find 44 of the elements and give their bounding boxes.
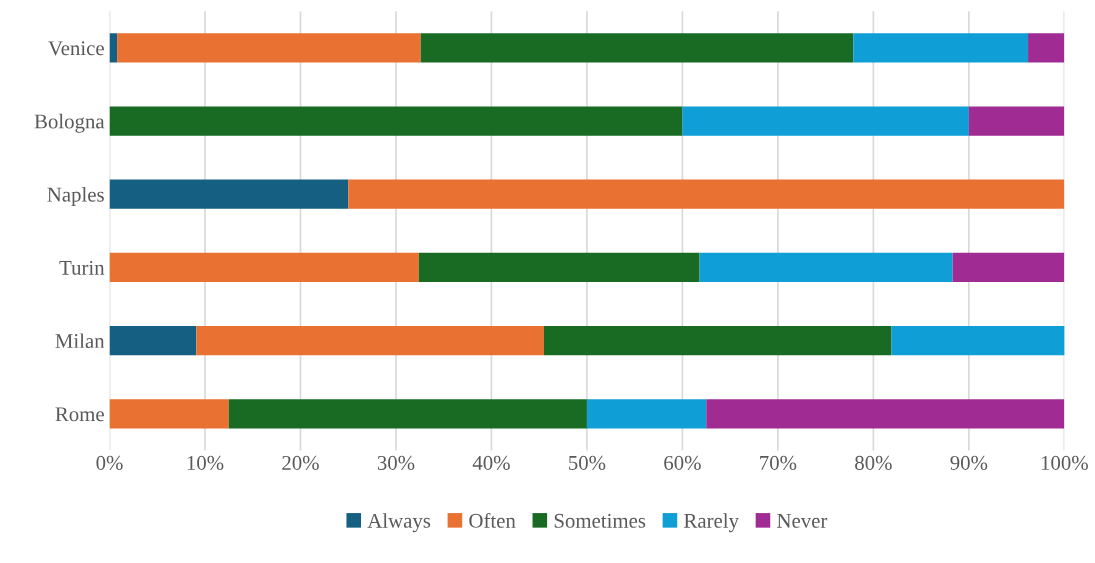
bar — [699, 252, 953, 283]
x-tick-label: 10% — [187, 455, 224, 470]
legend-label: Sometimes — [554, 513, 646, 528]
bar — [109, 325, 197, 356]
bar — [682, 106, 969, 136]
bar — [420, 33, 854, 63]
bar — [348, 179, 1065, 209]
bar — [109, 106, 683, 136]
x-tick-label: 100% — [1041, 455, 1088, 470]
bar — [109, 33, 118, 63]
x-tick-label: 80% — [855, 455, 892, 470]
bar — [196, 325, 544, 356]
x-tick-label: 30% — [377, 455, 415, 470]
bar — [1028, 33, 1065, 63]
bar — [586, 399, 707, 429]
bar — [117, 33, 421, 63]
bar — [891, 325, 1065, 356]
x-tick-label: 60% — [664, 455, 701, 470]
bar — [418, 252, 700, 283]
y-tick-label: Milan — [55, 333, 105, 349]
x-tick-label: 40% — [472, 455, 510, 470]
bar — [968, 106, 1065, 136]
bar — [109, 399, 229, 429]
bar — [109, 252, 419, 283]
y-tick-label: Bologna — [34, 113, 105, 133]
x-tick-label: 50% — [569, 455, 606, 470]
x-tick-label: 20% — [282, 455, 319, 470]
y-tick-label: Venice — [48, 41, 104, 56]
bar — [853, 33, 1029, 63]
legend-label: Always — [367, 513, 431, 533]
x-tick-label: 0% — [96, 455, 123, 470]
bar — [109, 179, 349, 209]
legend-label: Rarely — [684, 513, 739, 533]
legend-label: Often — [469, 512, 516, 528]
x-tick-label: 70% — [760, 455, 797, 470]
bar — [543, 325, 892, 356]
bar — [228, 399, 587, 429]
x-tick-label: 90% — [950, 455, 988, 470]
y-tick-label: Naples — [47, 187, 104, 206]
legend-label: Never — [777, 514, 828, 528]
bar — [952, 252, 1065, 283]
y-tick-label: Rome — [55, 407, 104, 422]
bar — [706, 399, 1065, 429]
y-tick-label: Turin — [59, 260, 105, 275]
